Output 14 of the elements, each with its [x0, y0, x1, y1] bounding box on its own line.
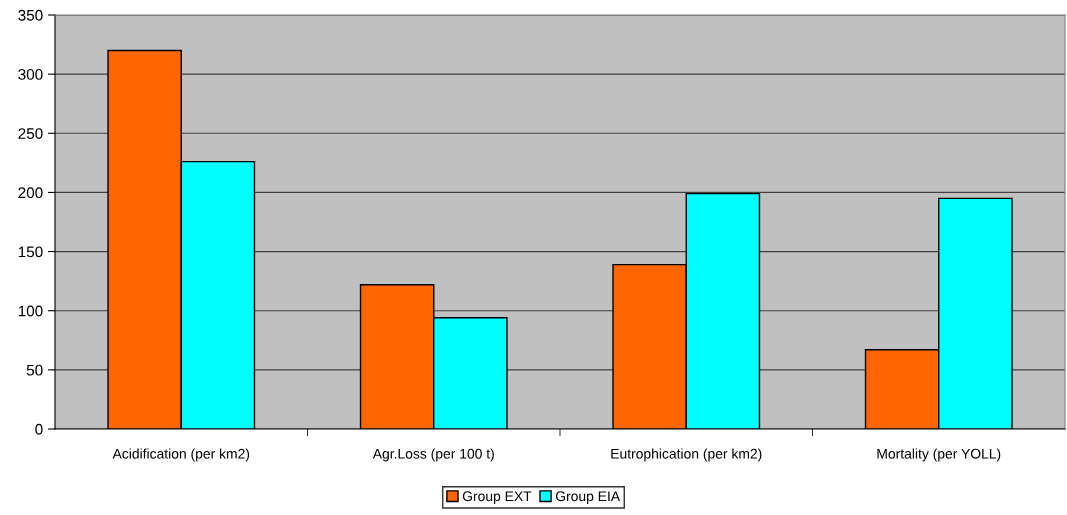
x-tick-label: Acidification (per km2)	[112, 448, 250, 462]
y-tick-label: 300	[18, 69, 43, 80]
y-tick-label: 0	[35, 423, 43, 435]
y-tick-label: 250	[18, 128, 43, 139]
legend-label: Group EIA	[555, 491, 621, 504]
legend-label: Group EXT	[462, 491, 532, 504]
y-tick-label: 100	[18, 305, 43, 317]
x-tick-label: Agr.Loss (per 100 t)	[372, 448, 494, 462]
y-tick-label: 150	[18, 246, 43, 258]
x-tick-label: Mortality (per YOLL)	[877, 448, 1001, 462]
y-tick-label: 350	[18, 9, 43, 21]
y-tick-label: 50	[26, 364, 43, 376]
x-tick-label: Eutrophication (per km2)	[611, 448, 762, 462]
y-tick-label: 200	[18, 187, 43, 199]
